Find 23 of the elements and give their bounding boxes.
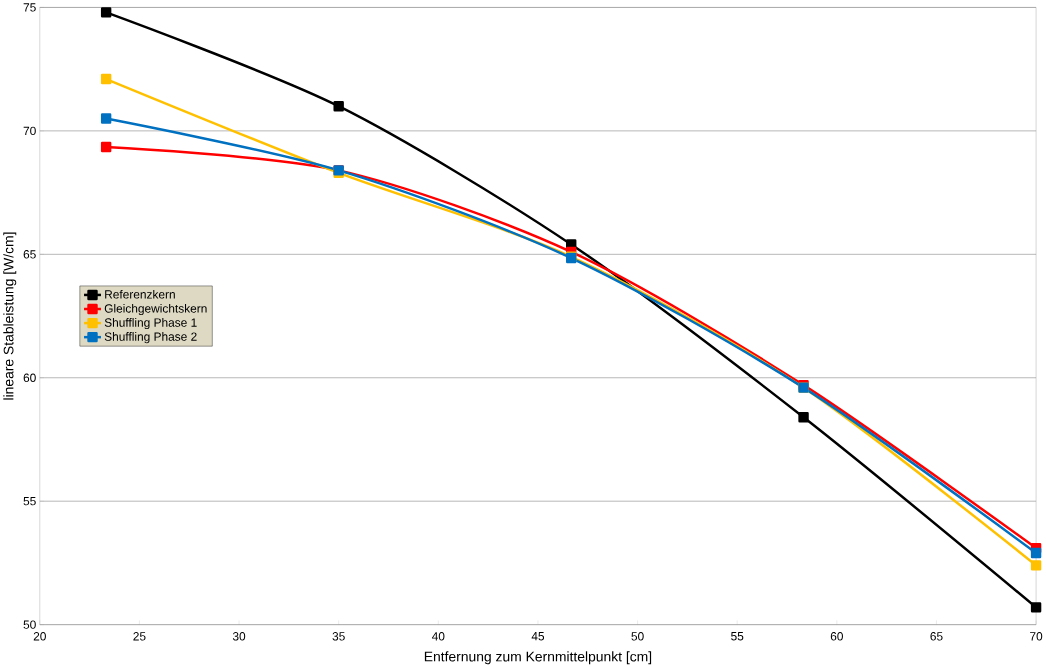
y-tick-label: 50 — [23, 620, 36, 630]
y-tick-label: 55 — [23, 497, 36, 506]
x-tick-label: 70 — [1030, 632, 1043, 641]
x-tick-label: 55 — [731, 632, 744, 641]
legend-label: Shuffling Phase 2 — [104, 332, 197, 344]
y-tick-label: 60 — [23, 373, 36, 383]
x-tick-label: 30 — [232, 632, 246, 641]
x-axis-title: Entfernung zum Kernmittelpunkt [cm] — [424, 651, 652, 665]
x-tick-label: 20 — [33, 632, 46, 641]
x-tick-label: 45 — [531, 632, 545, 641]
x-tick-label: 60 — [830, 632, 843, 641]
legend-label: Gleichgewichtskern — [104, 304, 207, 316]
legend-label: Shuffling Phase 1 — [104, 318, 197, 330]
x-tick-label: 25 — [133, 632, 146, 641]
y-tick-label: 65 — [23, 250, 36, 259]
x-tick-label: 65 — [930, 632, 943, 641]
y-tick-label: 70 — [23, 126, 36, 136]
legend-label: Referenzkern — [105, 290, 175, 299]
x-tick-label: 50 — [631, 632, 644, 641]
y-tick-label: 75 — [23, 3, 36, 12]
x-tick-label: 40 — [431, 632, 445, 641]
x-tick-label: 35 — [332, 632, 345, 641]
y-axis-title: lineare Stableistung [W/cm] — [3, 232, 17, 400]
